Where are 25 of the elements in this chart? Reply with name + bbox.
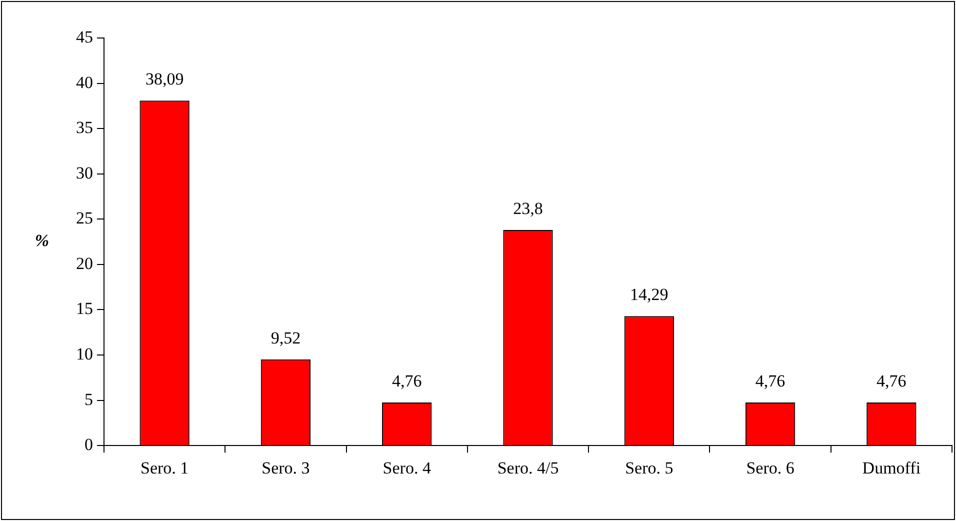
data-label: 23,8	[513, 198, 543, 218]
y-tick-label: 30	[76, 163, 93, 182]
x-tick-label: Sero. 6	[746, 458, 794, 478]
x-tick-label: Sero. 5	[625, 458, 674, 478]
data-label: 9,52	[270, 328, 301, 348]
y-tick-label: 0	[84, 435, 93, 454]
x-tick-label: Sero. 3	[262, 458, 310, 478]
y-axis-title: %	[34, 231, 50, 250]
x-tick-label: Sero. 4	[382, 458, 432, 478]
data-label: 14,29	[630, 285, 668, 304]
y-tick-label: 25	[76, 208, 93, 228]
x-tick-label: Sero. 1	[140, 458, 189, 478]
y-tick-label: 20	[76, 254, 93, 273]
x-tick-label: Dumoffi	[862, 458, 921, 478]
y-tick-label: 10	[76, 344, 93, 364]
x-tick-label: Sero. 4/5	[497, 458, 559, 478]
y-tick-label: 45	[76, 27, 93, 46]
y-tick-label: 15	[76, 299, 93, 318]
y-tick-label: 35	[76, 118, 93, 138]
y-tick-label: 40	[76, 72, 93, 92]
data-label: 4,76	[876, 371, 906, 390]
data-label: 4,76	[755, 371, 786, 390]
data-label: 38,09	[145, 70, 184, 89]
y-tick-label: 5	[84, 390, 93, 409]
data-label: 4,76	[392, 371, 422, 390]
